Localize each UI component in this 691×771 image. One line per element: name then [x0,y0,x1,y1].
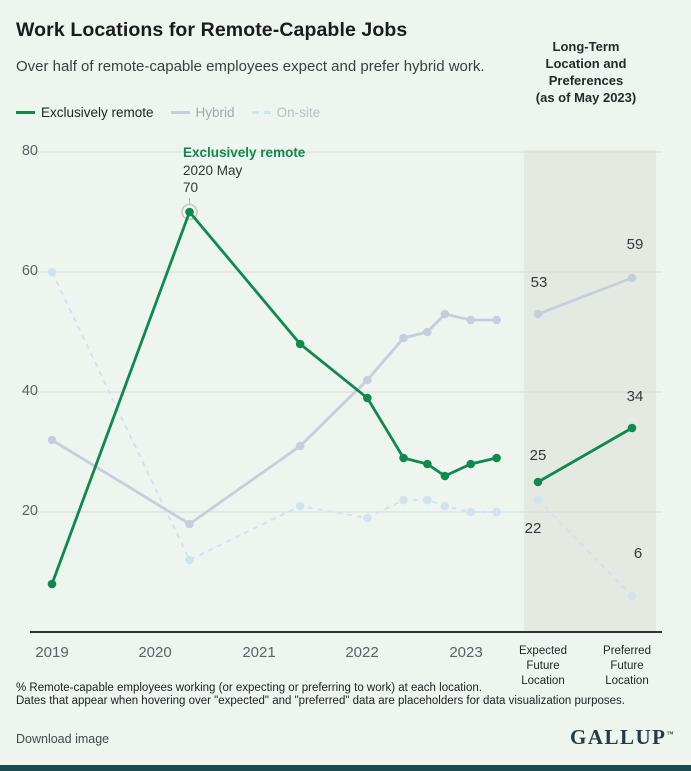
panel-segment-2 [537,499,633,597]
download-image-link[interactable]: Download image [16,732,110,746]
annotation-series-name: Exclusively remote [183,145,306,160]
x-tick-2023: 2023 [449,644,483,661]
y-tick-60: 60 [21,263,38,279]
data-point[interactable] [423,459,432,469]
value-label-remote-preferred: 34 [626,388,644,405]
legend-label: Hybrid [195,105,235,120]
data-point[interactable] [399,453,408,463]
legend-item-exclusively-remote[interactable]: Exclusively remote [16,105,154,120]
data-point[interactable] [423,327,432,337]
chart-subtitle: Over half of remote-capable employees ex… [16,58,485,75]
value-label-hybrid-preferred: 59 [626,236,644,253]
data-point[interactable] [185,519,194,529]
data-point[interactable] [466,315,476,325]
onsite-dashed-swatch-icon [251,111,271,114]
data-point[interactable] [363,375,372,385]
series-line-1 [51,312,497,526]
data-point-preferred[interactable] [627,423,637,433]
data-point[interactable] [295,339,305,349]
data-point[interactable] [492,315,501,325]
bottom-accent-bar [0,765,691,771]
value-label-onsite-preferred: 6 [633,545,643,562]
legend-item-onsite[interactable]: On-site [251,105,321,120]
data-point-expected[interactable] [533,477,543,487]
data-point[interactable] [399,333,408,343]
x-tick-2019: 2019 [35,644,69,661]
data-point[interactable] [47,435,57,445]
data-point[interactable] [185,207,194,217]
annotation-value: 70 [183,180,199,195]
x-tick-2020: 2020 [138,644,172,661]
long-term-panel-shading [524,150,656,632]
point-annotation: Exclusively remote 2020 May 70 [183,144,305,197]
legend: Exclusively remote Hybrid On-site [16,105,320,120]
data-point[interactable] [440,309,450,319]
panel-segment-0 [537,426,633,484]
x-tick-2021: 2021 [242,644,276,661]
data-point[interactable] [363,513,372,523]
data-point[interactable] [492,507,501,517]
data-point-preferred[interactable] [627,273,637,283]
y-tick-40: 40 [21,383,38,399]
legend-item-hybrid[interactable]: Hybrid [170,105,235,120]
footnote-line-2: Dates that appear when hovering over "ex… [16,695,625,707]
data-point[interactable] [399,495,408,505]
data-point[interactable] [466,459,476,469]
data-point-preferred[interactable] [627,591,637,601]
data-point-expected[interactable] [533,309,543,319]
legend-label: On-site [276,105,321,120]
data-point[interactable] [423,495,432,505]
gallup-logo: GALLUP™ [569,725,675,749]
footnote-line-1: % Remote-capable employees working (or e… [16,682,482,694]
annotation-date: 2020 May [183,162,243,178]
data-point[interactable] [466,507,476,517]
value-label-hybrid-expected: 53 [530,274,548,291]
data-point[interactable] [363,393,372,403]
legend-label: Exclusively remote [41,105,154,120]
data-point[interactable] [295,441,305,451]
data-point[interactable] [47,579,57,589]
data-point[interactable] [492,453,501,463]
data-point-expected[interactable] [533,495,543,505]
panel-segment-1 [537,276,633,316]
y-tick-20: 20 [21,503,38,519]
expected-column-label: Expected Future Location [519,645,567,687]
panel-header: Long-Term Location and Preferences (as o… [535,39,637,105]
series-line-0 [50,209,497,585]
hybrid-line-swatch-icon [170,111,190,114]
data-point[interactable] [47,267,57,277]
highlight-ring [181,203,198,221]
data-point[interactable] [440,471,450,481]
y-tick-80: 80 [21,143,38,159]
data-point[interactable] [295,501,305,511]
x-tick-2022: 2022 [345,644,379,661]
data-point[interactable] [185,555,194,565]
data-point[interactable] [440,501,450,511]
preferred-column-label: Preferred Future Location [603,645,651,687]
value-label-onsite-expected: 22 [524,520,542,537]
page-title: Work Locations for Remote-Capable Jobs [16,19,408,41]
value-label-remote-expected: 25 [529,447,547,464]
remote-line-swatch-icon [16,111,35,114]
